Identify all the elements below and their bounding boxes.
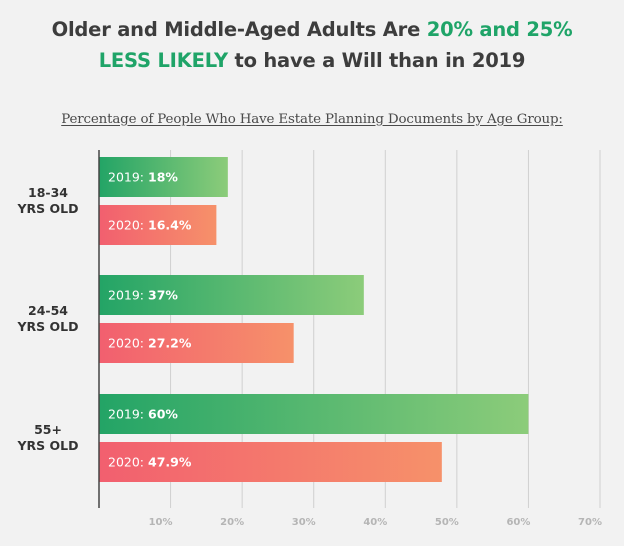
- bar-2019: [99, 275, 364, 315]
- bar-value-label: 2020: 16.4%: [108, 218, 192, 233]
- x-tick-label: 50%: [435, 517, 459, 528]
- bar-value-label: 2019: 37%: [108, 288, 178, 303]
- bar-2020: [99, 442, 442, 482]
- headline-highlight-1: 20% and 25%: [426, 18, 573, 41]
- group-label: 24-54 YRS OLD: [17, 303, 79, 334]
- bar-value-label: 2019: 60%: [108, 407, 178, 422]
- headline-text-1: Older and Middle-Aged Adults Are: [51, 18, 427, 41]
- headline-highlight-2: LESS LIKELY: [98, 49, 228, 72]
- x-tick-labels: 10% 20% 30% 40% 50% 60% 70%: [149, 517, 602, 528]
- headline-line-2: LESS LIKELY to have a Will than in 2019: [0, 45, 624, 76]
- bar-value-label: 2020: 27.2%: [108, 336, 192, 351]
- bar-value-label: 2019: 18%: [108, 170, 178, 185]
- x-tick-label: 30%: [292, 517, 316, 528]
- bar-2020: [99, 323, 294, 363]
- group-label: 55+ YRS OLD: [17, 422, 79, 453]
- bars: 2019: 18% 2020: 16.4% 2019: 37% 2020: 27.2%…: [99, 157, 529, 482]
- headline-line-1: Older and Middle-Aged Adults Are 20% and…: [0, 14, 624, 45]
- x-tick-label: 10%: [149, 517, 173, 528]
- bar-value-label: 2020: 47.9%: [108, 455, 192, 470]
- x-tick-label: 70%: [578, 517, 602, 528]
- headline: Older and Middle-Aged Adults Are 20% and…: [0, 14, 624, 76]
- chart-title: Percentage of People Who Have Estate Pla…: [61, 112, 563, 127]
- x-tick-label: 60%: [506, 517, 530, 528]
- group-labels: 18-34 YRS OLD 24-54 YRS OLD 55+ YRS OLD: [17, 185, 79, 453]
- bar-2019: [99, 394, 529, 434]
- x-tick-label: 20%: [220, 517, 244, 528]
- group-label: 18-34 YRS OLD: [17, 185, 79, 216]
- x-tick-label: 40%: [363, 517, 387, 528]
- headline-text-2: to have a Will than in 2019: [227, 49, 526, 72]
- bar-2019: [99, 157, 228, 197]
- bar-2020: [99, 205, 217, 245]
